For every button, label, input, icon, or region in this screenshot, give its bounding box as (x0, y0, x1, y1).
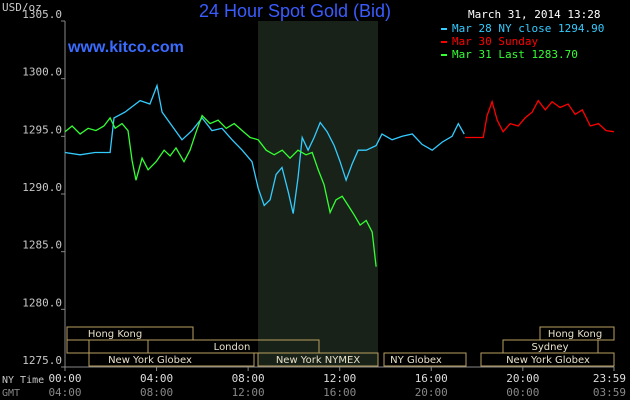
legend-label: Mar 31 Last 1283.70 (452, 48, 578, 61)
x2-tick-label: 03:59 (593, 386, 626, 399)
session-label: New York Globex (506, 355, 590, 366)
session-box (257, 352, 379, 367)
y-tick-label: 1280.0 (22, 296, 62, 309)
y-tick-label: 1275.0 (22, 354, 62, 367)
y-tick-label: 1300.0 (22, 66, 62, 79)
x-tick-label: 20:00 (506, 372, 539, 385)
x2-tick-label: 12:00 (232, 386, 265, 399)
session-label: Sydney (531, 342, 568, 353)
x-tick-label: 23:59 (593, 372, 626, 385)
x-axis-label: NY Time (2, 375, 44, 386)
session-box (88, 352, 255, 367)
y-tick-label: 1305.0 (22, 8, 62, 21)
x2-tick-label: 08:00 (140, 386, 173, 399)
session-label: Hong Kong (88, 329, 142, 340)
session-box (66, 326, 194, 341)
session-box (383, 352, 467, 367)
x2-tick-label: 04:00 (48, 386, 81, 399)
series-line (465, 99, 614, 139)
subtitle: www.kitco.com (67, 39, 184, 56)
x-tick-label: 08:00 (232, 372, 265, 385)
session-label: London (214, 342, 251, 353)
series-line (64, 83, 465, 214)
series-line (64, 114, 377, 267)
x-tick-label: 04:00 (140, 372, 173, 385)
legend-label: Mar 28 NY close 1294.90 (452, 22, 604, 35)
x-tick-label: 12:00 (323, 372, 356, 385)
session-label: New York Globex (108, 355, 192, 366)
y-tick-label: 1295.0 (22, 123, 62, 136)
session-box (480, 352, 615, 367)
session-shade (258, 21, 378, 367)
timestamp: March 31, 2014 13:28 (468, 8, 600, 21)
y-tick-label: 1290.0 (22, 181, 62, 194)
x2-tick-label: 16:00 (323, 386, 356, 399)
session-label: Hong Kong (548, 329, 602, 340)
legend-label: Mar 30 Sunday (452, 35, 538, 48)
session-label: NY Globex (390, 355, 442, 366)
x-tick-label: 16:00 (415, 372, 448, 385)
x2-axis-label: GMT (2, 388, 20, 399)
sessions: Hong Kong Hong Kong London Sydney New Yo… (66, 326, 615, 367)
x2-tick-label: 00:00 (506, 386, 539, 399)
x-tick-label: 00:00 (48, 372, 81, 385)
y-axis-label: USD/oz (2, 1, 42, 14)
x2-tick-label: 20:00 (415, 386, 448, 399)
session-label: New York NYMEX (276, 355, 361, 366)
session-box (66, 339, 90, 354)
chart-title: 24 Hour Spot Gold (Bid) (199, 1, 391, 21)
y-tick-label: 1285.0 (22, 239, 62, 252)
